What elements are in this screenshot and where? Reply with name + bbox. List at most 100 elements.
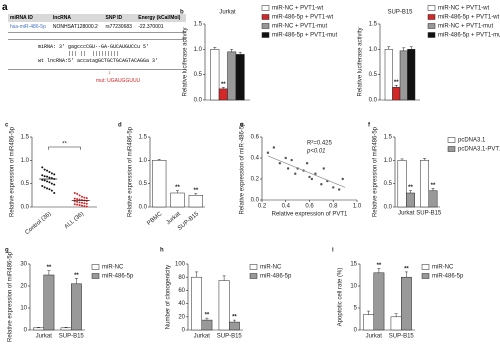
bar: [397, 160, 407, 208]
point: [41, 174, 44, 177]
x-tick-label: 0.6: [305, 204, 314, 210]
point: [76, 198, 79, 201]
significance: **: [377, 263, 382, 269]
bar: [229, 321, 240, 331]
mut-seq: mut: UGAUGGUUU: [96, 78, 141, 84]
significance: **: [394, 80, 399, 86]
y-axis-label: Relative luciferase activity: [183, 27, 189, 96]
point: [278, 162, 282, 165]
significance: **: [62, 142, 67, 148]
panel-label: g: [5, 248, 9, 254]
legend-label: miR-486-5p: [102, 274, 134, 280]
point: [78, 204, 81, 207]
bar: [71, 283, 82, 331]
legend-label: miR-NC: [260, 265, 282, 271]
point: [322, 167, 325, 170]
panel-label: f: [368, 123, 371, 129]
x-tick-label: Jurkat: [194, 334, 211, 340]
x-tick-label: Jurkat: [366, 334, 383, 340]
y-axis-label: Number of clonogenicity: [166, 265, 172, 329]
point: [272, 146, 276, 149]
y-tick-label: 10: [350, 284, 357, 290]
y-tick-label: 0.5: [384, 181, 393, 187]
point: [46, 175, 49, 178]
table-header: miRNA ID: [8, 14, 51, 22]
point: [83, 205, 86, 208]
y-tick-label: 0.0: [251, 198, 260, 204]
bar: [33, 327, 44, 331]
snp-table: miRNA ID lncRNA SNP ID Energy (kCal/Mol) hs…: [8, 14, 186, 33]
legend-swatch: [261, 14, 270, 20]
point: [73, 197, 76, 200]
legend-swatch: [421, 273, 430, 279]
significance: **: [47, 265, 52, 271]
point: [43, 179, 46, 182]
point: [266, 151, 270, 154]
arrow: ↓: [108, 70, 111, 76]
y-tick-label: 0.5: [21, 181, 30, 187]
point: [308, 175, 311, 179]
significance: **: [74, 273, 79, 279]
bar: [390, 316, 402, 331]
table-header: Energy (kCal/Mol): [136, 14, 186, 22]
point: [43, 168, 46, 171]
panel-label: b: [180, 10, 184, 16]
y-tick-label: 0.5: [369, 72, 378, 78]
point: [78, 194, 81, 197]
y-axis-label: Relative expression of miR486-5p: [128, 126, 134, 217]
point: [290, 158, 293, 162]
legend-label: miR-NC + PVT1-mut: [438, 24, 494, 30]
table-cell: hsa-miR-486-5p: [8, 22, 51, 33]
point: [76, 203, 79, 206]
legend-label: miR-486-5p + PVT1-mut: [272, 33, 338, 39]
point: [48, 171, 51, 173]
bar: [43, 274, 55, 331]
bar: [392, 87, 401, 101]
legend-swatch: [427, 14, 436, 20]
point: [73, 192, 76, 194]
bar: [191, 276, 202, 331]
x-tick-label: 0.8: [329, 204, 338, 210]
y-axis-label: Relative expression of miR-486-5p: [240, 122, 246, 215]
point: [53, 173, 56, 176]
y-tick-label: 0.0: [384, 205, 393, 211]
y-tick-label: 1.0: [384, 158, 393, 164]
table-cell: NONHSAT128000.2: [50, 22, 104, 33]
x-tick-label: 0.4: [282, 204, 291, 210]
x-tick-label: PBMC: [146, 211, 164, 227]
legend-swatch: [427, 32, 436, 38]
fit-line: [267, 155, 346, 188]
x-tick-label: SUP-B15: [389, 334, 415, 340]
point: [310, 177, 314, 181]
y-tick-label: 15: [350, 262, 357, 268]
bar: [60, 327, 72, 331]
y-tick-label: 0.0: [194, 98, 203, 104]
x-tick-label: Jurkat: [36, 334, 53, 340]
y-tick-label: 1.5: [139, 135, 148, 141]
y-tick-label: 0.5: [194, 72, 203, 78]
y-tick-label: 0.0: [369, 98, 378, 104]
x-tick-label: SUP-B15: [59, 334, 85, 340]
y-tick-label: 1.5: [369, 22, 378, 28]
legend-swatch: [91, 264, 100, 270]
point: [43, 186, 46, 189]
point: [286, 167, 290, 170]
point: [41, 185, 44, 187]
table-cell: -22.370001: [136, 22, 186, 33]
legend-swatch: [421, 264, 430, 270]
point: [46, 169, 49, 172]
panel-label: i: [332, 248, 334, 254]
y-tick-label: 60: [178, 288, 185, 294]
bracket: [48, 146, 81, 150]
bar: [406, 192, 415, 208]
lncrna-seq: wt lncRNA:5' accatagGCTGCTGCAGTACAGGa 3': [38, 58, 159, 64]
point: [78, 198, 81, 201]
significance: **: [408, 185, 413, 191]
point: [80, 195, 83, 198]
annotation: R²=0.425: [307, 141, 333, 147]
y-tick-label: 0.6: [251, 135, 260, 141]
panel-label: c: [5, 123, 9, 129]
bar: [235, 54, 245, 101]
point: [48, 176, 51, 179]
